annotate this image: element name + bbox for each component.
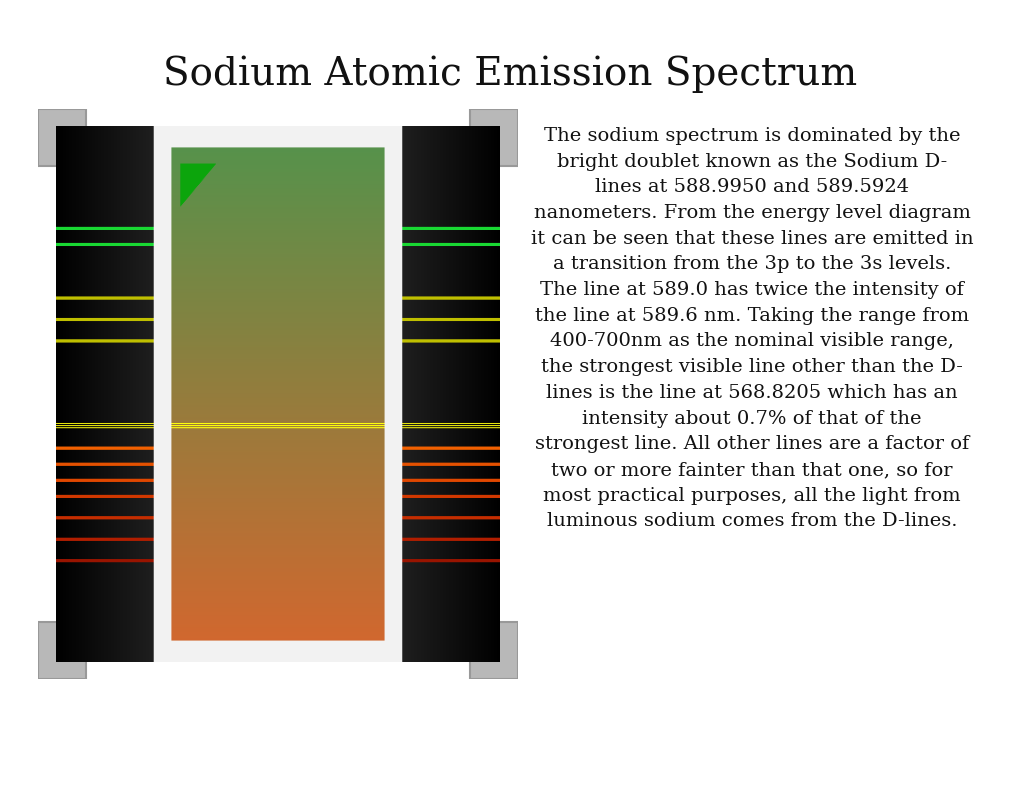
Text: Sodium Atomic Emission Spectrum: Sodium Atomic Emission Spectrum — [163, 55, 856, 93]
Bar — [38, 623, 86, 679]
Bar — [470, 623, 518, 679]
Bar — [470, 109, 518, 165]
Bar — [38, 109, 86, 165]
Polygon shape — [38, 639, 71, 679]
Text: The sodium spectrum is dominated by the
bright doublet known as the Sodium D-
li: The sodium spectrum is dominated by the … — [531, 127, 972, 530]
Polygon shape — [38, 109, 71, 149]
Polygon shape — [484, 639, 518, 679]
Polygon shape — [484, 109, 518, 149]
